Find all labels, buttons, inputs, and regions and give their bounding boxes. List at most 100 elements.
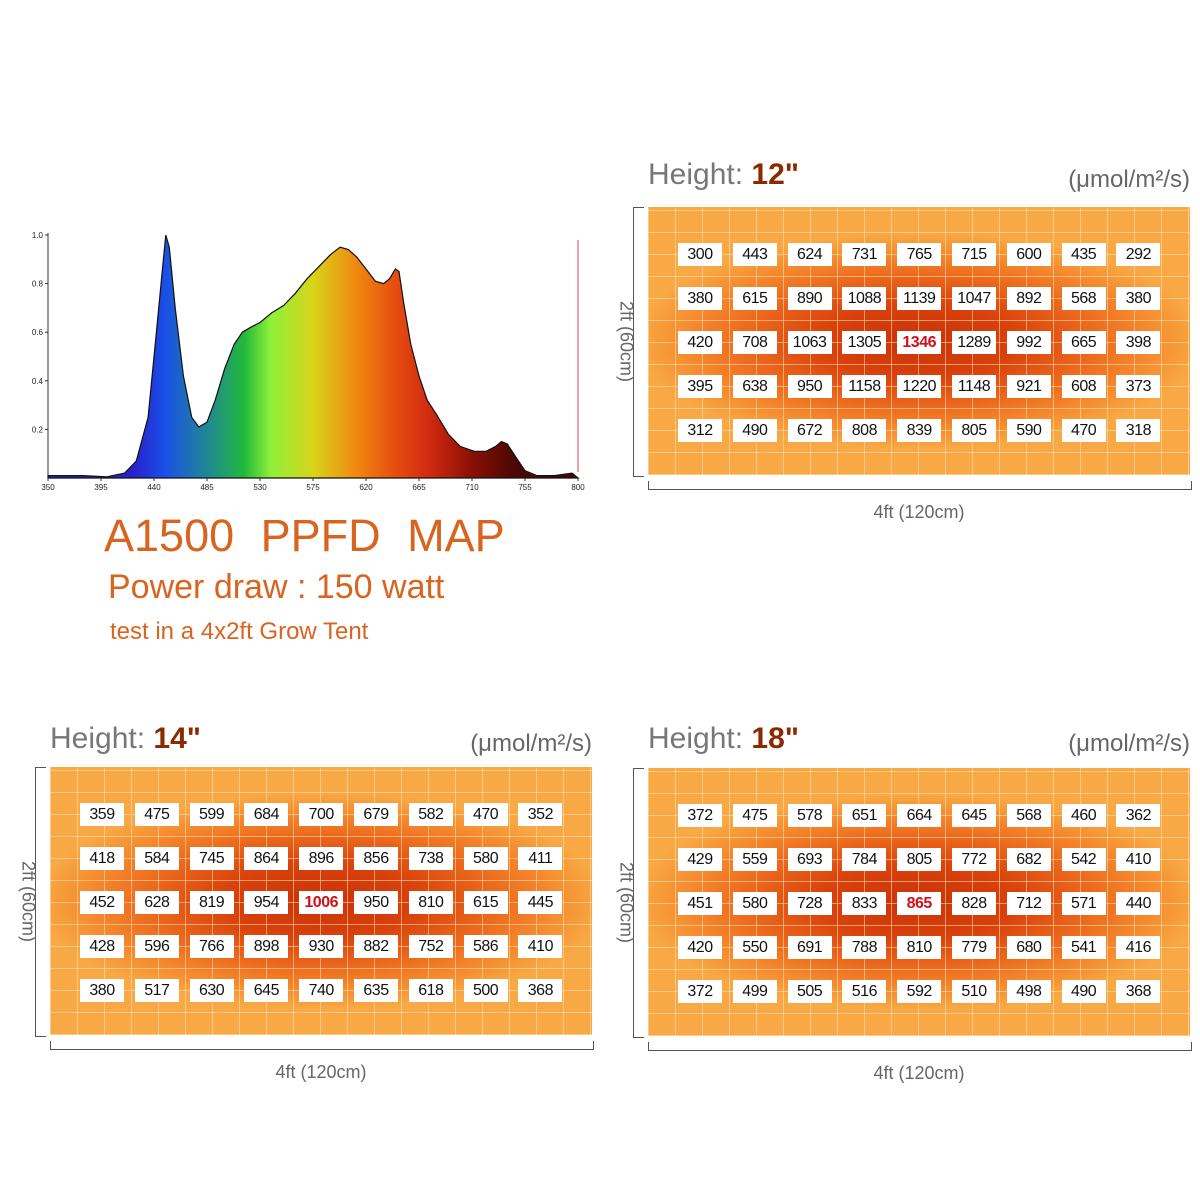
spectrum-area xyxy=(47,234,580,479)
x-tick-label: 530 xyxy=(253,483,267,492)
x-tick-label: 665 xyxy=(412,483,426,492)
ppfd-cell: 664 xyxy=(897,804,942,827)
ppfd-cell: 728 xyxy=(787,892,832,915)
chart-title: A1500 PPFD MAP xyxy=(104,510,505,561)
ppfd-cell: 715 xyxy=(952,243,996,266)
height-value: 14" xyxy=(153,722,201,755)
x-tick-label: 350 xyxy=(41,483,55,492)
ppfd-cell: 490 xyxy=(732,419,777,442)
ppfd-cell: 1139 xyxy=(897,287,942,310)
ppfd-cell: 882 xyxy=(354,935,398,958)
ppfd-cell: 380 xyxy=(1116,287,1161,310)
ppfd-cell: 590 xyxy=(1006,419,1051,442)
ppfd-cell: 738 xyxy=(408,847,453,870)
ppfd-cell: 624 xyxy=(787,243,832,266)
ppfd-cell: 470 xyxy=(1061,419,1106,442)
ppfd-cell: 440 xyxy=(1116,892,1161,915)
ppfd-heatmap-panel: 372 475 578 651 664 645 568 460 362 429 559 693 784 8… xyxy=(648,768,1190,1036)
ppfd-cell: 596 xyxy=(134,935,179,958)
ppfd-cell: 810 xyxy=(408,891,453,914)
ppfd-cell: 584 xyxy=(134,847,179,870)
ppfd-cell: 930 xyxy=(299,935,344,958)
ppfd-cell: 411 xyxy=(518,847,563,870)
ppfd-cell: 559 xyxy=(732,848,777,871)
height-bracket xyxy=(633,768,644,1038)
x-tick-label: 755 xyxy=(518,483,532,492)
ppfd-cell: 416 xyxy=(1116,936,1161,959)
ppfd-cell: 805 xyxy=(897,848,942,871)
height-dimension-label: 2ft (60cm) xyxy=(18,860,39,943)
ppfd-cell: 950 xyxy=(787,375,832,398)
ppfd-cell: 779 xyxy=(952,936,996,959)
ppfd-cell: 630 xyxy=(189,979,234,1002)
ppfd-cell: 292 xyxy=(1116,243,1161,266)
power-draw-label: Power draw : 150 watt xyxy=(108,568,445,606)
ppfd-cell: 731 xyxy=(842,243,887,266)
test-condition-label: test in a 4x2ft Grow Tent xyxy=(110,618,369,645)
ppfd-cell: 490 xyxy=(1061,980,1106,1003)
ppfd-cell: 470 xyxy=(463,803,508,826)
width-bracket xyxy=(648,481,1192,490)
ppfd-cell: 372 xyxy=(678,804,722,827)
ppfd-cell: 571 xyxy=(1061,892,1106,915)
x-tick-label: 485 xyxy=(200,483,214,492)
ppfd-cell: 380 xyxy=(678,287,722,310)
ppfd-cell: 615 xyxy=(732,287,777,310)
height-bracket xyxy=(633,207,644,477)
ppfd-cell: 615 xyxy=(463,891,508,914)
ppfd-cell: 684 xyxy=(244,803,289,826)
x-tick-label: 710 xyxy=(465,483,479,492)
ppfd-cell: 410 xyxy=(518,935,563,958)
ppfd-cell: 428 xyxy=(80,935,124,958)
ppfd-cell: 679 xyxy=(354,803,398,826)
y-tick-label: 1.0 xyxy=(32,231,44,240)
x-tick-label: 620 xyxy=(359,483,373,492)
ppfd-cell: 608 xyxy=(1061,375,1106,398)
width-dimension-label: 4ft (120cm) xyxy=(873,502,965,522)
ppfd-cell: 582 xyxy=(408,803,453,826)
ppfd-cell: 828 xyxy=(952,892,996,915)
ppfd-cell: 1220 xyxy=(897,375,942,398)
ppfd-cell: 682 xyxy=(1006,848,1051,871)
ppfd-cell: 1158 xyxy=(842,375,887,398)
ppfd-cell: 691 xyxy=(787,936,832,959)
ppfd-cell: 398 xyxy=(1116,331,1161,354)
ppfd-cell: 784 xyxy=(842,848,887,871)
ppfd-cell: 580 xyxy=(463,847,508,870)
height-label: Height: xyxy=(50,722,154,755)
width-dimension-label: 4ft (120cm) xyxy=(275,1062,367,1082)
units-label: (μmol/m²/s) xyxy=(1068,166,1190,193)
ppfd-cell: 420 xyxy=(678,331,722,354)
ppfd-cell: 373 xyxy=(1116,375,1161,398)
ppfd-cell: 445 xyxy=(518,891,563,914)
ppfd-cell: 856 xyxy=(354,847,398,870)
ppfd-cell: 628 xyxy=(134,891,179,914)
y-tick-label: 0.4 xyxy=(32,377,44,386)
ppfd-cell: 542 xyxy=(1061,848,1106,871)
ppfd-cell: 693 xyxy=(787,848,832,871)
x-tick-label: 575 xyxy=(306,483,320,492)
ppfd-cell: 443 xyxy=(732,243,777,266)
ppfd-cell: 451 xyxy=(678,892,722,915)
ppfd-cell: 516 xyxy=(842,980,887,1003)
ppfd-cell: 766 xyxy=(189,935,234,958)
ppfd-cell: 368 xyxy=(1116,980,1161,1003)
ppfd-cell: 745 xyxy=(189,847,234,870)
ppfd-cell: 839 xyxy=(897,419,942,442)
ppfd-cell: 651 xyxy=(842,804,887,827)
ppfd-cell: 410 xyxy=(1116,848,1161,871)
ppfd-cell: 435 xyxy=(1061,243,1106,266)
units-label: (μmol/m²/s) xyxy=(470,730,592,757)
height-label: Height: xyxy=(648,158,752,191)
ppfd-cell: 368 xyxy=(518,979,563,1002)
ppfd-cell: 505 xyxy=(787,980,832,1003)
ppfd-cell: 950 xyxy=(354,891,398,914)
ppfd-cell: 372 xyxy=(678,980,722,1003)
ppfd-cell: 740 xyxy=(299,979,344,1002)
ppfd-cell: 954 xyxy=(244,891,289,914)
ppfd-cell: 420 xyxy=(678,936,722,959)
ppfd-cell: 550 xyxy=(732,936,777,959)
ppfd-cell: 898 xyxy=(244,935,289,958)
x-tick-label: 395 xyxy=(94,483,108,492)
ppfd-cell: 599 xyxy=(189,803,234,826)
